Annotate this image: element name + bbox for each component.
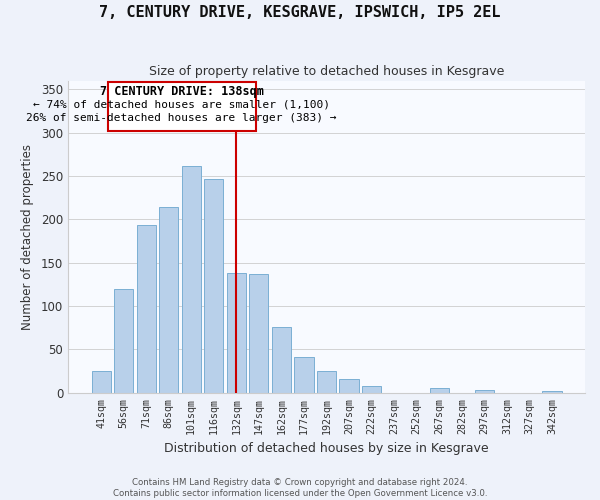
Text: 7 CENTURY DRIVE: 138sqm: 7 CENTURY DRIVE: 138sqm xyxy=(100,86,263,98)
Bar xyxy=(542,391,562,393)
Title: Size of property relative to detached houses in Kesgrave: Size of property relative to detached ho… xyxy=(149,65,504,78)
Bar xyxy=(182,166,201,393)
Text: Contains HM Land Registry data © Crown copyright and database right 2024.
Contai: Contains HM Land Registry data © Crown c… xyxy=(113,478,487,498)
Bar xyxy=(92,371,110,393)
Text: 7, CENTURY DRIVE, KESGRAVE, IPSWICH, IP5 2EL: 7, CENTURY DRIVE, KESGRAVE, IPSWICH, IP5… xyxy=(99,5,501,20)
Bar xyxy=(475,390,494,393)
FancyBboxPatch shape xyxy=(108,82,256,131)
Bar xyxy=(362,386,381,393)
Bar xyxy=(114,288,133,393)
Bar xyxy=(159,207,178,393)
Bar xyxy=(204,178,223,393)
Bar xyxy=(340,379,359,393)
Bar xyxy=(272,327,291,393)
Text: 26% of semi-detached houses are larger (383) →: 26% of semi-detached houses are larger (… xyxy=(26,113,337,123)
Bar xyxy=(137,226,156,393)
Bar xyxy=(317,371,336,393)
Bar xyxy=(295,357,314,393)
Bar xyxy=(430,388,449,393)
X-axis label: Distribution of detached houses by size in Kesgrave: Distribution of detached houses by size … xyxy=(164,442,489,455)
Y-axis label: Number of detached properties: Number of detached properties xyxy=(21,144,34,330)
Bar xyxy=(250,274,268,393)
Bar xyxy=(227,273,246,393)
Text: ← 74% of detached houses are smaller (1,100): ← 74% of detached houses are smaller (1,… xyxy=(33,100,330,110)
